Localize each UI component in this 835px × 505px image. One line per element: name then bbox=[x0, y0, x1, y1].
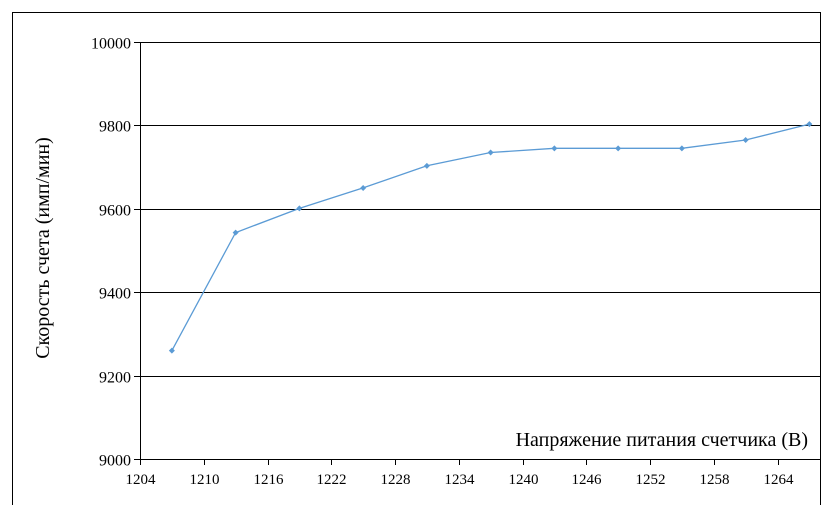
x-tick-label: 1234 bbox=[445, 472, 476, 488]
data-point bbox=[423, 162, 430, 169]
y-tick-label: 9000 bbox=[99, 453, 131, 470]
data-point bbox=[232, 229, 239, 236]
x-tick-label: 1246 bbox=[572, 472, 603, 488]
data-point bbox=[551, 145, 558, 152]
data-point bbox=[168, 347, 175, 354]
y-tick-label: 9600 bbox=[99, 203, 131, 220]
data-point bbox=[487, 149, 494, 156]
chart-outer-border bbox=[12, 12, 821, 505]
x-axis-title: Напряжение питания счетчика (В) bbox=[516, 429, 808, 451]
x-tick-label: 1252 bbox=[636, 472, 666, 488]
x-tick-label: 1228 bbox=[381, 472, 411, 488]
x-tick-label: 1258 bbox=[700, 472, 730, 488]
data-point bbox=[360, 184, 367, 191]
y-tick-label: 9200 bbox=[99, 370, 131, 387]
data-point bbox=[742, 136, 749, 143]
x-tick-label: 1216 bbox=[254, 472, 285, 488]
data-point bbox=[678, 145, 685, 152]
data-point bbox=[615, 145, 622, 152]
x-tick-label: 1210 bbox=[190, 472, 220, 488]
x-tick-label: 1264 bbox=[764, 472, 795, 488]
y-tick-label: 9400 bbox=[99, 286, 131, 303]
y-tick-label: 9800 bbox=[99, 119, 131, 136]
data-point bbox=[806, 121, 813, 128]
series-line bbox=[171, 123, 810, 351]
x-tick-label: 1240 bbox=[509, 472, 539, 488]
y-tick-label: 10000 bbox=[91, 36, 131, 53]
data-point bbox=[296, 205, 303, 212]
x-tick-label: 1204 bbox=[126, 472, 157, 488]
x-tick-label: 1222 bbox=[317, 472, 347, 488]
y-axis-title: Скорость счета (имп/мин) bbox=[32, 137, 54, 359]
